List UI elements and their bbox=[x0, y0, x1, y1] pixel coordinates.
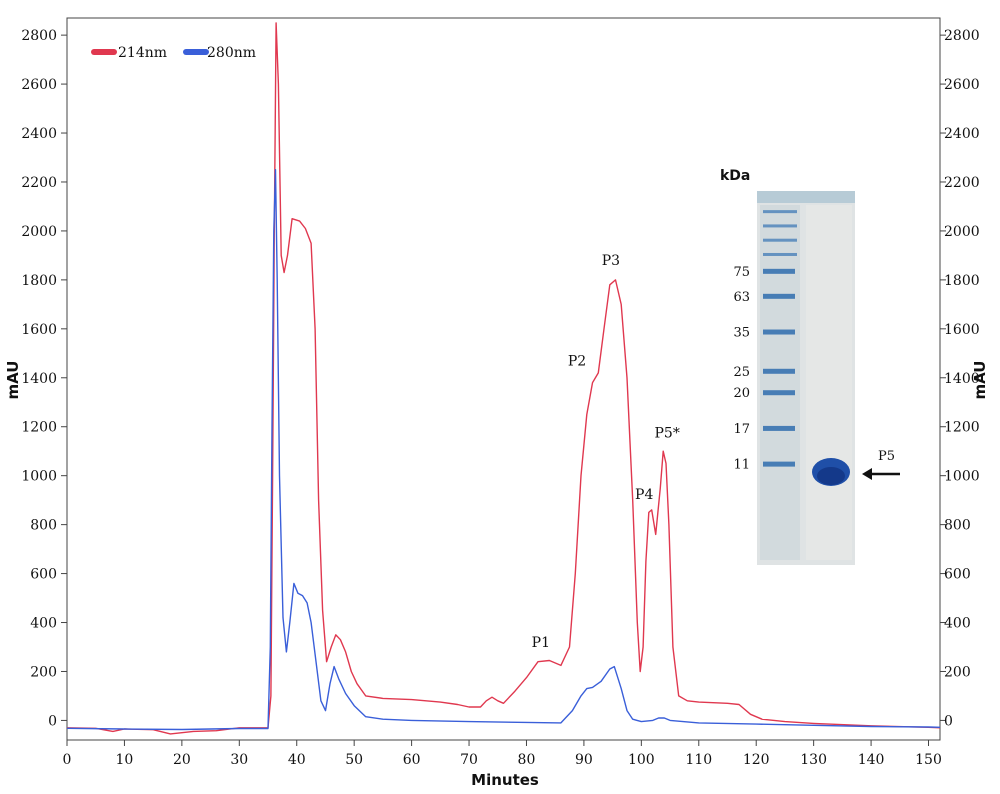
y-tick-label-left: 0 bbox=[48, 713, 57, 729]
x-axis-title: Minutes bbox=[471, 771, 539, 789]
y-tick-label-right: 2000 bbox=[944, 224, 980, 240]
y-tick-label-right: 1600 bbox=[944, 322, 980, 338]
gel-top-edge bbox=[757, 191, 855, 203]
gel-ladder-band bbox=[763, 238, 797, 242]
axis-ticks: 0 10 20 30 40 50 60 70 80 90 100 110 120 130 140 150 0 0 2… bbox=[21, 28, 979, 768]
gel-title: kDa bbox=[720, 168, 750, 184]
y-tick-label-right: 0 bbox=[944, 713, 953, 729]
gel-ladder-band bbox=[763, 268, 795, 274]
series-line-214nm bbox=[66, 22, 941, 735]
y-tick-label-left: 1800 bbox=[21, 273, 57, 289]
y-tick-label-right: 2800 bbox=[944, 28, 980, 44]
series-line-280nm bbox=[66, 169, 941, 731]
gel-ladder-label: 35 bbox=[733, 326, 750, 341]
arrow-icon bbox=[862, 468, 900, 480]
y-tick-label-left: 2800 bbox=[21, 28, 57, 44]
x-tick-label: 40 bbox=[288, 752, 306, 768]
y-tick-label-left: 2600 bbox=[21, 77, 57, 93]
x-tick-label: 70 bbox=[460, 752, 478, 768]
y-tick-label-right: 2400 bbox=[944, 126, 980, 142]
y-tick-label-right: 800 bbox=[944, 518, 971, 534]
gel-ladder-label: 11 bbox=[733, 458, 750, 473]
gel-ladder-label: 63 bbox=[733, 290, 750, 305]
gel-ladder-band bbox=[763, 461, 795, 467]
gel-lane-sample bbox=[806, 205, 852, 560]
peak-label: P5* bbox=[655, 426, 680, 442]
y-tick-label-left: 2200 bbox=[21, 175, 57, 191]
gel-ladder-band bbox=[763, 368, 795, 374]
x-tick-label: 0 bbox=[63, 752, 72, 768]
x-tick-label: 100 bbox=[628, 752, 655, 768]
y-tick-label-right: 2200 bbox=[944, 175, 980, 191]
gel-ladder-labels: 75 63 35 25 20 17 11 bbox=[733, 265, 750, 473]
x-tick-label: 150 bbox=[915, 752, 942, 768]
x-tick-label: 130 bbox=[800, 752, 827, 768]
x-tick-label: 80 bbox=[518, 752, 536, 768]
x-tick-label: 20 bbox=[173, 752, 191, 768]
gel-ladder-label: 75 bbox=[733, 265, 750, 280]
peak-label: P4 bbox=[635, 487, 653, 503]
gel-sample-band-core bbox=[817, 467, 845, 485]
gel-lane-ladder bbox=[760, 205, 800, 560]
gel-ladder-band bbox=[763, 224, 797, 228]
gel-ladder-label: 20 bbox=[733, 386, 750, 401]
y-axis-title-left: mAU bbox=[4, 361, 22, 400]
legend-label-280nm: 280nm bbox=[207, 45, 256, 61]
y-tick-label-right: 1400 bbox=[944, 371, 980, 387]
gel-ladder-band bbox=[763, 390, 795, 396]
y-tick-label-right: 200 bbox=[944, 664, 971, 680]
y-tick-label-left: 2000 bbox=[21, 224, 57, 240]
legend: 214nm 280nm bbox=[91, 45, 256, 61]
gel-ladder-band bbox=[763, 425, 795, 431]
x-tick-label: 10 bbox=[116, 752, 134, 768]
gel-ladder-band bbox=[763, 210, 797, 214]
gel-ladder-band bbox=[763, 293, 795, 299]
x-tick-label: 90 bbox=[575, 752, 593, 768]
y-tick-label-right: 2600 bbox=[944, 77, 980, 93]
peak-label: P2 bbox=[568, 354, 586, 370]
gel-inset: kDa 75 63 35 25 20 17 11 P5 bbox=[720, 168, 900, 565]
y-tick-label-left: 1200 bbox=[21, 420, 57, 436]
legend-label-214nm: 214nm bbox=[118, 45, 167, 61]
y-tick-label-right: 1200 bbox=[944, 420, 980, 436]
y-tick-label-left: 2400 bbox=[21, 126, 57, 142]
gel-ladder-bands bbox=[763, 210, 797, 467]
x-tick-label: 30 bbox=[230, 752, 248, 768]
x-tick-label: 110 bbox=[685, 752, 712, 768]
gel-ladder-label: 25 bbox=[733, 365, 750, 380]
gel-ladder-label: 17 bbox=[733, 422, 750, 437]
gel-ladder-band bbox=[763, 252, 797, 256]
y-axis-title-right: mAU bbox=[971, 361, 989, 400]
y-tick-label-left: 1600 bbox=[21, 322, 57, 338]
y-tick-label-left: 400 bbox=[30, 616, 57, 632]
gel-ladder-band bbox=[763, 329, 795, 335]
x-tick-label: 50 bbox=[345, 752, 363, 768]
x-tick-label: 60 bbox=[403, 752, 421, 768]
y-tick-label-right: 1800 bbox=[944, 273, 980, 289]
y-tick-label-left: 600 bbox=[30, 567, 57, 583]
y-tick-label-left: 200 bbox=[30, 664, 57, 680]
gel-band-label: P5 bbox=[878, 449, 895, 464]
y-tick-label-left: 1000 bbox=[21, 469, 57, 485]
y-tick-label-right: 400 bbox=[944, 616, 971, 632]
y-tick-label-right: 600 bbox=[944, 567, 971, 583]
y-tick-label-left: 1400 bbox=[21, 371, 57, 387]
y-tick-label-left: 800 bbox=[30, 518, 57, 534]
y-tick-label-right: 1000 bbox=[944, 469, 980, 485]
x-tick-label: 140 bbox=[858, 752, 885, 768]
peak-label: P3 bbox=[602, 253, 620, 269]
x-tick-label: 120 bbox=[743, 752, 770, 768]
series-lines bbox=[66, 22, 941, 735]
peak-annotations: P1 P2 P3 P4 P5* bbox=[532, 253, 680, 651]
peak-label: P1 bbox=[532, 635, 550, 651]
